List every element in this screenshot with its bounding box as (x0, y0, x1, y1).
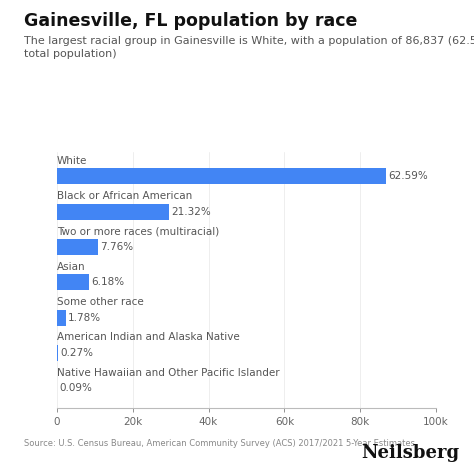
Text: American Indian and Alaska Native: American Indian and Alaska Native (57, 332, 240, 342)
Text: 7.76%: 7.76% (100, 242, 133, 252)
Text: Source: U.S. Census Bureau, American Community Survey (ACS) 2017/2021 5-Year Est: Source: U.S. Census Bureau, American Com… (24, 439, 415, 448)
Text: 0.27%: 0.27% (60, 348, 93, 358)
Text: 62.59%: 62.59% (388, 172, 428, 182)
Text: 1.78%: 1.78% (68, 313, 101, 323)
Text: 0.09%: 0.09% (59, 383, 92, 393)
Text: The largest racial group in Gainesville is White, with a population of 86,837 (6: The largest racial group in Gainesville … (24, 36, 474, 59)
Text: Two or more races (multiracial): Two or more races (multiracial) (57, 227, 219, 237)
Bar (57, 204, 169, 219)
Text: White: White (57, 156, 87, 166)
Bar (57, 310, 66, 326)
Text: Neilsberg: Neilsberg (362, 444, 460, 462)
Text: 21.32%: 21.32% (171, 207, 211, 217)
Text: Asian: Asian (57, 262, 85, 272)
Text: Native Hawaiian and Other Pacific Islander: Native Hawaiian and Other Pacific Island… (57, 368, 280, 378)
Text: 6.18%: 6.18% (91, 277, 125, 287)
Bar (57, 239, 98, 255)
Text: Some other race: Some other race (57, 297, 144, 307)
Bar (57, 168, 386, 184)
Text: Gainesville, FL population by race: Gainesville, FL population by race (24, 12, 357, 30)
Bar (57, 345, 58, 361)
Bar (57, 274, 90, 290)
Text: Black or African American: Black or African American (57, 191, 192, 201)
